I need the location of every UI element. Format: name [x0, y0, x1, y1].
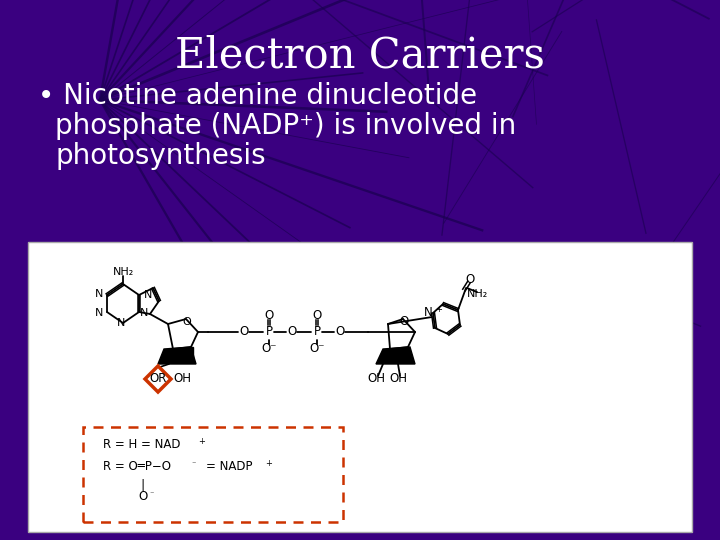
Text: OH: OH [367, 373, 385, 386]
Text: +: + [265, 460, 272, 469]
Text: N: N [95, 289, 103, 299]
Text: O: O [400, 315, 409, 328]
Text: O: O [287, 326, 297, 339]
Text: P: P [313, 326, 320, 339]
Text: = NADP: = NADP [206, 461, 253, 474]
Text: ⁻: ⁻ [149, 489, 153, 498]
Text: O: O [183, 317, 192, 327]
Text: OH: OH [389, 373, 407, 386]
Text: N: N [117, 318, 125, 328]
Text: photosynthesis: photosynthesis [55, 142, 266, 170]
Text: +: + [198, 437, 205, 447]
Text: R = O═P−O: R = O═P−O [103, 461, 171, 474]
Text: ⁻: ⁻ [191, 460, 195, 469]
Text: O: O [239, 326, 248, 339]
Text: N: N [95, 308, 103, 318]
Polygon shape [158, 347, 196, 364]
Polygon shape [168, 349, 175, 362]
Text: NH₂: NH₂ [467, 289, 489, 299]
Text: O: O [264, 309, 274, 322]
Text: |: | [141, 478, 145, 491]
Bar [28, 242, 692, 532]
Text: O: O [465, 273, 474, 287]
Text: O: O [312, 309, 322, 322]
Text: P: P [266, 326, 272, 339]
Text: OR: OR [149, 373, 167, 386]
Text: phosphate (NADP⁺) is involved in: phosphate (NADP⁺) is involved in [55, 112, 516, 140]
Polygon shape [376, 347, 415, 364]
Text: NH₂: NH₂ [112, 267, 134, 277]
Polygon shape [189, 347, 193, 362]
Text: N: N [144, 290, 152, 300]
Text: OH: OH [173, 373, 191, 386]
Text: R = H = NAD: R = H = NAD [103, 438, 181, 451]
Text: • Nicotine adenine dinucleotide: • Nicotine adenine dinucleotide [38, 82, 477, 110]
Text: N: N [140, 308, 148, 318]
Text: N: N [423, 307, 433, 320]
Text: +: + [435, 306, 442, 314]
Text: Electron Carriers: Electron Carriers [175, 35, 545, 77]
Text: O⁻: O⁻ [310, 341, 325, 354]
Text: O: O [336, 326, 345, 339]
Text: O: O [138, 490, 148, 503]
Text: O⁻: O⁻ [261, 341, 276, 354]
